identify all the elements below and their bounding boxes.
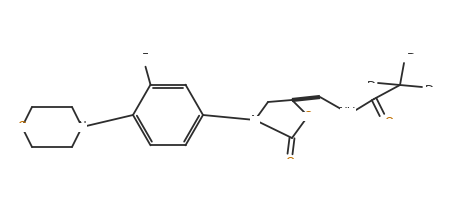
Text: O: O [17,120,27,133]
FancyBboxPatch shape [285,158,295,168]
FancyBboxPatch shape [366,82,375,92]
FancyBboxPatch shape [425,87,434,95]
Text: N: N [78,120,86,133]
Text: D: D [406,51,415,64]
Text: O: O [285,156,295,169]
FancyBboxPatch shape [17,123,27,132]
FancyBboxPatch shape [303,112,313,120]
FancyBboxPatch shape [141,54,151,63]
FancyBboxPatch shape [250,115,260,125]
FancyBboxPatch shape [406,54,415,62]
Text: NH: NH [339,107,357,120]
Text: F: F [142,52,149,65]
FancyBboxPatch shape [77,123,87,132]
FancyBboxPatch shape [384,118,394,128]
Text: D: D [425,84,434,97]
FancyBboxPatch shape [340,108,356,118]
Text: N: N [251,113,259,127]
Text: O: O [384,117,394,130]
Text: O: O [303,110,313,123]
Text: D: D [366,81,375,94]
